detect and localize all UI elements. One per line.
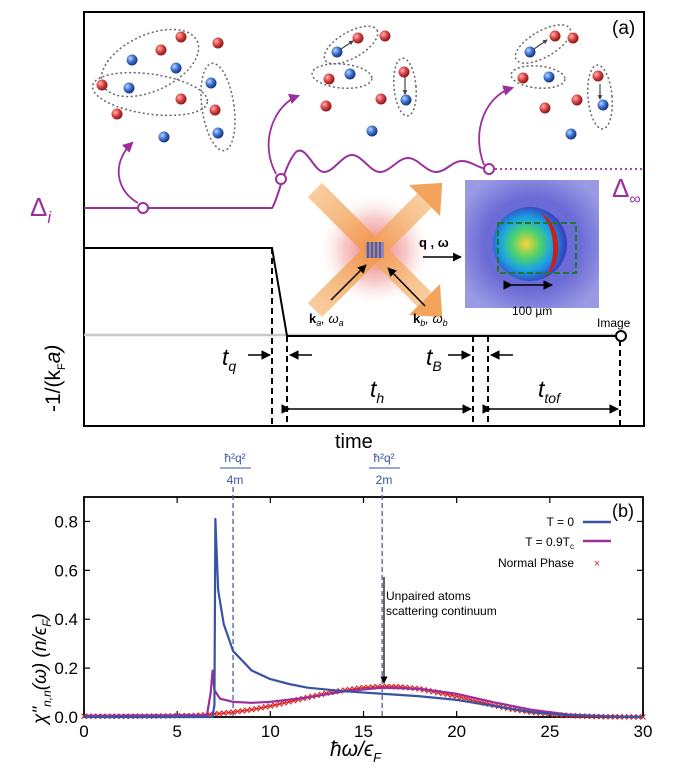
normal-phase-point	[276, 701, 283, 707]
image-label: Image	[597, 316, 631, 330]
k-b-arrow	[387, 267, 426, 307]
interaction-ramp	[84, 247, 620, 337]
image-marker	[615, 330, 627, 342]
svg-text:2m: 2m	[376, 473, 393, 487]
y-tick-label-4: 0.8	[54, 512, 78, 531]
roi-box	[497, 222, 577, 274]
y-tick-label-1: 0.2	[54, 659, 78, 678]
normal-phase-point	[244, 707, 250, 714]
svg-text:4m: 4m	[227, 473, 244, 487]
y-tick-label-0: 0.0	[54, 708, 78, 727]
normal-phase-point	[272, 702, 278, 708]
delta-marker-2	[275, 173, 287, 185]
panel-a-x-axis-label: time	[335, 431, 373, 453]
normal-phase-point	[267, 703, 274, 709]
annotation-line-2: scattering continuum	[386, 604, 497, 618]
x-tick-label-1: 5	[172, 722, 181, 741]
legend-marker-normal: ×	[594, 558, 600, 570]
normal-phase-point	[216, 710, 222, 717]
timing-arrows	[248, 350, 619, 414]
marker-lines	[232, 487, 383, 717]
tick-group: 0 5 10 15 20 25 30 0.0 0.2 0.4 0.6 0.8	[54, 497, 652, 741]
k-b-label: kb, ωb	[413, 311, 448, 328]
arrow-to-cluster-3	[478, 85, 515, 166]
plot-frame	[83, 496, 644, 718]
arrow-to-cluster-1	[117, 141, 139, 204]
y-tick-label-2: 0.4	[54, 610, 78, 629]
normal-phase-point	[253, 705, 260, 712]
legend: T = 0 T = 0.9Tc Normal Phase ×	[498, 515, 611, 570]
svg-text:ħ²q²: ħ²q²	[224, 451, 245, 465]
x-axis-label: ħω/ϵF	[330, 738, 382, 765]
x-tick-label-2: 10	[261, 722, 280, 741]
panel-b: 0 5 10 15 20 25 300.00.20.40.60.8 (b) ħ²q² 4m …	[30, 451, 652, 765]
timing-lines	[271, 248, 621, 425]
normal-phase-point	[258, 704, 264, 711]
svg-text:ħ²q²: ħ²q²	[373, 451, 394, 465]
annotation-line-1: Unpaired atoms	[386, 589, 471, 603]
normal-phase-point	[248, 706, 255, 713]
bragg-setup: ka, ωa kb, ωb q , ω	[307, 182, 462, 328]
panel-a-label: (a)	[612, 18, 635, 39]
k-a-label: ka, ωa	[309, 311, 344, 328]
legend-label-t0: T = 0	[547, 515, 575, 529]
y-tick-label-3: 0.6	[54, 561, 78, 580]
atom-cluster-initial	[91, 28, 236, 152]
arrow-to-cluster-2	[267, 93, 301, 175]
q-omega-label: q , ω	[419, 235, 449, 250]
x-tick-label-4: 20	[447, 722, 466, 741]
panel-b-label: (b)	[612, 501, 634, 521]
atom-cluster-evolved	[510, 24, 614, 140]
panel-a: (a) Image Δi Δ∞	[30, 11, 645, 453]
delta-marker-3	[483, 163, 495, 175]
x-tick-label-3: 15	[354, 722, 373, 741]
x-tick-label-5: 25	[540, 722, 559, 741]
series-t0-line	[84, 517, 644, 719]
delta-i-label: Δi	[30, 192, 52, 227]
t-h-label: th	[370, 376, 384, 406]
x-tick-label-0: 0	[79, 722, 88, 741]
x-tick-label-6: 30	[634, 722, 653, 741]
scale-bar-label: 100 µm	[512, 304, 552, 318]
normal-phase-point	[220, 710, 227, 716]
series-group	[81, 517, 646, 720]
t-B-label: tB	[426, 344, 442, 374]
legend-label-normal: Normal Phase	[498, 556, 574, 570]
interference-pattern	[366, 242, 384, 258]
marker-label-2m: ħ²q² 2m	[369, 451, 400, 487]
t-q-label: tq	[222, 344, 236, 374]
absorption-image: 100 µm	[465, 180, 599, 318]
marker-label-4m: ħ²q² 4m	[220, 451, 251, 487]
normal-phase-point	[225, 709, 232, 716]
delta-marker-1	[137, 202, 149, 214]
normal-phase-point	[234, 708, 241, 715]
panel-a-frame	[83, 11, 645, 427]
k-a-arrow	[330, 264, 367, 301]
panel-a-y-axis-label: -1/(kFa)	[42, 345, 68, 412]
series-t09-line	[83, 669, 644, 719]
y-axis-label: χ"n,n(ω) (n/ϵF)	[30, 613, 54, 726]
delta-curve	[84, 149, 491, 209]
normal-phase-point	[239, 708, 246, 714]
t-tof-label: ttof	[538, 376, 562, 406]
atom-cluster-quench	[311, 25, 417, 137]
normal-phase-point	[230, 709, 236, 715]
delta-inf-label: Δ∞	[612, 173, 641, 208]
normal-phase-point	[262, 704, 269, 710]
legend-label-t09: T = 0.9Tc	[525, 535, 574, 551]
